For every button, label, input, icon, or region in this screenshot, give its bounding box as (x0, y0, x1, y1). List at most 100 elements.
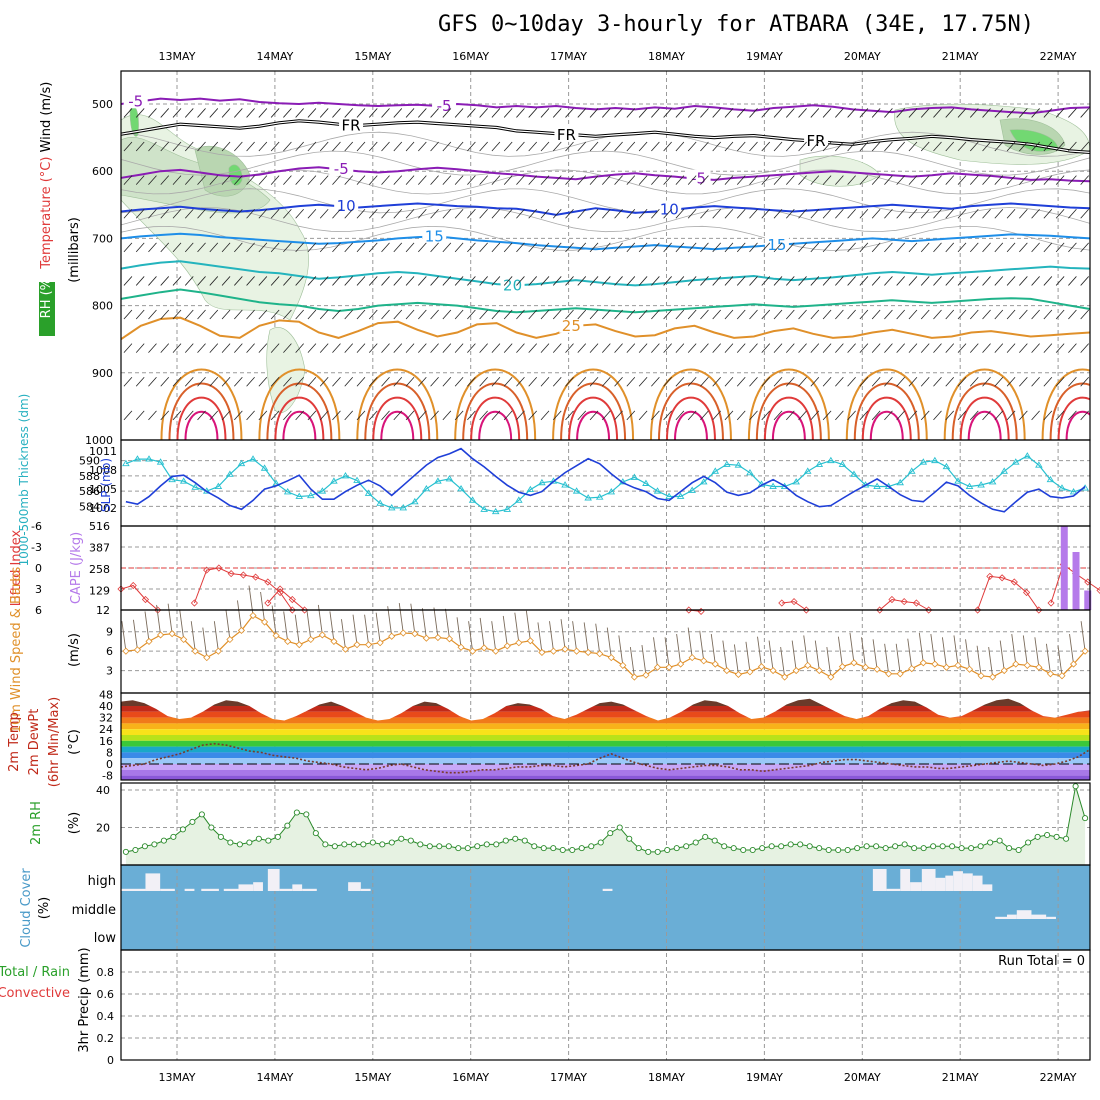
wind-barb (1055, 309, 1065, 320)
wind-barb (356, 410, 366, 421)
wind-barb (172, 276, 182, 286)
wind-speed-point (1069, 660, 1078, 668)
wind-barb-10m (618, 635, 624, 666)
x-tick-label-top: 20MAY (844, 50, 881, 63)
rh-point (1053, 833, 1060, 840)
wind-barb (982, 410, 991, 421)
warm-contour (258, 368, 341, 440)
wind-barb (651, 343, 660, 353)
wind-barb (835, 343, 844, 353)
wind-barb (454, 276, 464, 286)
cloud-bar (1031, 914, 1047, 919)
wind-speed-point (1058, 672, 1066, 680)
wind-barb (908, 175, 918, 185)
wind-barb (761, 343, 771, 353)
wind-barb (405, 276, 415, 286)
wind-barb (467, 242, 476, 253)
wind-barb (565, 309, 574, 320)
wind-barb-10m (895, 643, 901, 674)
wind-barb (773, 410, 783, 421)
wind-barb (884, 175, 893, 185)
wind-barb (184, 410, 194, 421)
wind-barb (209, 175, 219, 185)
wind-barb-10m (606, 627, 612, 658)
wind-barb (516, 141, 525, 152)
wind-barb (687, 410, 697, 421)
wind-barb-10m (803, 635, 809, 666)
rh-point (388, 839, 395, 846)
x-tick-label-bottom: 13MAY (159, 1071, 196, 1084)
rh-point (825, 846, 832, 854)
warm-contour (576, 411, 611, 440)
wind-barb (700, 410, 709, 421)
wind-barb (160, 108, 170, 118)
wind-barb (933, 343, 942, 353)
rh-point (483, 841, 490, 848)
wind-barb (491, 376, 501, 387)
lifted-index-point (998, 574, 1006, 582)
cloud-bar (982, 884, 993, 891)
x-tick-label-bottom: 17MAY (550, 1071, 587, 1084)
wind-barb-10m (514, 612, 520, 643)
rh-point (474, 843, 481, 850)
wind-barb (1068, 208, 1077, 219)
wind-barb (172, 108, 182, 118)
wind-barb (135, 276, 145, 286)
wind-barb (565, 108, 574, 118)
wind-barb (540, 175, 550, 185)
wind-barb-10m (687, 627, 693, 658)
wind-barb (307, 141, 317, 152)
wind-barb-10m (837, 636, 843, 667)
warm-contour (478, 411, 513, 440)
wind-barb (454, 141, 464, 152)
wind-barb (663, 108, 672, 118)
wind-barb (430, 175, 439, 185)
y-tick-label-temp: 8 (106, 746, 113, 759)
wind-barb (430, 410, 439, 421)
wind-barb (957, 141, 967, 152)
wind-barb (847, 376, 856, 387)
wind-barb (221, 309, 231, 320)
wind-barb (822, 141, 832, 152)
wind-barb (1019, 208, 1028, 219)
warm-contour (1041, 368, 1090, 440)
wind-barb-10m (641, 645, 647, 676)
wind-barb (810, 108, 820, 118)
wind-barb (148, 376, 157, 387)
axis-title: 10m Wind Speed & Barbs (9, 567, 24, 734)
thickness-point (526, 485, 535, 493)
lifted-index-point (1035, 606, 1043, 614)
lifted-index-line (267, 588, 305, 611)
wind-barb (467, 141, 476, 152)
y-tick-label: 1000 (85, 434, 113, 447)
thickness-point (607, 488, 616, 495)
wind-barb (135, 410, 145, 421)
wind-barb (945, 343, 955, 353)
wind-barb (344, 208, 354, 219)
wind-barb (871, 242, 881, 253)
wind-barb (663, 343, 672, 353)
wind-barb-10m (294, 614, 300, 645)
wind-barb (1006, 175, 1016, 185)
wind-barb-10m (676, 634, 682, 665)
wind-barb (1031, 276, 1040, 286)
wind-barb (393, 108, 403, 118)
wind-speed-point (191, 647, 199, 655)
rh-point (179, 826, 186, 833)
wind-barb (1055, 376, 1065, 387)
wind-barb (945, 242, 955, 253)
wind-barb (283, 276, 292, 286)
wind-barb (418, 208, 427, 219)
wind-barb (160, 242, 170, 253)
wind-barb (246, 410, 255, 421)
wind-barb (368, 141, 378, 152)
thickness-point (341, 472, 350, 479)
panel-frame (120, 692, 1091, 781)
wind-barb (540, 141, 550, 152)
wind-barb (626, 343, 636, 353)
thickness-point (307, 491, 315, 499)
lifted-index-point (215, 564, 223, 572)
wind-barb-10m (999, 640, 1005, 671)
wind-barb (602, 175, 611, 185)
warm-contour (861, 396, 912, 440)
